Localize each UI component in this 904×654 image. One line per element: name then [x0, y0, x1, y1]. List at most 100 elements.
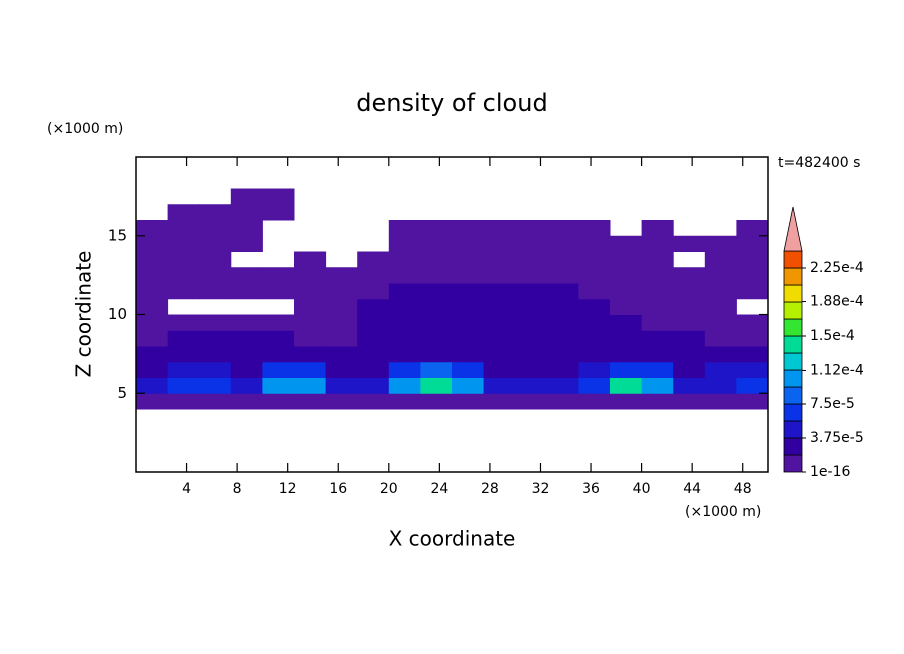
contour-cell: [673, 267, 706, 284]
contour-cell: [136, 267, 169, 284]
contour-cell: [483, 220, 516, 237]
contour-cell: [262, 314, 295, 331]
contour-cell: [610, 267, 643, 284]
colorbar-band: [783, 284, 803, 303]
x-tick-label: 32: [532, 481, 550, 497]
contour-cell: [325, 393, 358, 410]
contour-cell: [230, 361, 263, 378]
contour-cell: [294, 393, 327, 410]
contour-cell: [199, 346, 232, 363]
contour-cell: [704, 361, 737, 378]
contour-cell: [388, 346, 421, 363]
colorbar-tick-label: 2.25e-4: [810, 260, 864, 276]
colorbar-band: [783, 420, 803, 439]
contour-cell: [325, 330, 358, 347]
contour-cell: [515, 361, 548, 378]
contour-cell: [357, 393, 390, 410]
contour-cell: [262, 330, 295, 347]
contour-cell: [167, 361, 200, 378]
contour-cell: [610, 393, 643, 410]
contour-cell: [167, 267, 200, 284]
contour-cell: [641, 235, 674, 252]
contour-cell: [199, 283, 232, 300]
contour-cell: [388, 235, 421, 252]
contour-cell: [167, 235, 200, 252]
colorbar-tick-label: 1.12e-4: [810, 362, 864, 378]
contour-cell: [199, 267, 232, 284]
contour-cell: [641, 314, 674, 331]
contour-cell: [483, 283, 516, 300]
contour-cell: [420, 283, 453, 300]
x-tick-label: 36: [582, 481, 600, 497]
colorbar-band: [783, 318, 803, 337]
contour-cell: [357, 267, 390, 284]
contour-cell: [420, 267, 453, 284]
x-tick-label: 48: [734, 481, 752, 497]
contour-cell: [230, 235, 263, 252]
colorbar-band: [783, 335, 803, 354]
contour-cell: [483, 361, 516, 378]
contour-cell: [452, 235, 485, 252]
contour-cell: [578, 361, 611, 378]
colorbar-tick-label: 3.75e-5: [810, 430, 864, 446]
contour-cell: [704, 346, 737, 363]
contour-cell: [483, 393, 516, 410]
contour-cell: [736, 330, 769, 347]
contour-cell: [262, 267, 295, 284]
contour-cell: [420, 330, 453, 347]
contour-cell: [483, 330, 516, 347]
contour-cell: [388, 267, 421, 284]
colorbar-band: [783, 403, 803, 422]
contour-cell: [704, 267, 737, 284]
contour-cell: [388, 377, 421, 394]
contour-cell: [230, 188, 263, 205]
contour-cell: [483, 298, 516, 315]
contour-cell: [610, 283, 643, 300]
contour-cell: [262, 346, 295, 363]
colorbar-band: [783, 267, 803, 286]
contour-cell: [546, 330, 579, 347]
contour-cell: [357, 298, 390, 315]
contour-cell: [294, 361, 327, 378]
contour-cell: [452, 393, 485, 410]
contour-cell: [673, 330, 706, 347]
contour-cell: [167, 330, 200, 347]
contour-cell: [230, 314, 263, 331]
contour-cell: [136, 330, 169, 347]
contour-cell: [357, 377, 390, 394]
contour-cell: [230, 283, 263, 300]
contour-cell: [294, 377, 327, 394]
contour-cell: [167, 220, 200, 237]
colorbar-band: [783, 454, 803, 473]
contour-cell: [199, 251, 232, 268]
contour-cell: [641, 267, 674, 284]
contour-cell: [704, 393, 737, 410]
contour-cell: [610, 298, 643, 315]
contour-cell: [452, 283, 485, 300]
contour-cell: [736, 361, 769, 378]
contour-cell: [673, 283, 706, 300]
contour-cell: [641, 377, 674, 394]
contour-cell: [452, 361, 485, 378]
contour-cell: [136, 377, 169, 394]
contour-cell: [704, 251, 737, 268]
contour-cell: [452, 251, 485, 268]
contour-cell: [641, 298, 674, 315]
colorbar-tick-label: 1e-16: [810, 464, 850, 480]
contour-cell: [167, 204, 200, 221]
colorbar-over: [783, 206, 803, 252]
x-tick-label: 44: [683, 481, 701, 497]
colorbar-tick-label: 7.5e-5: [810, 396, 855, 412]
colorbar-band: [783, 352, 803, 371]
contour-cell: [167, 346, 200, 363]
contour-cell: [546, 251, 579, 268]
contour-cell: [230, 204, 263, 221]
contour-cell: [736, 235, 769, 252]
contour-cell: [483, 251, 516, 268]
contour-cell: [641, 361, 674, 378]
contour-cell: [673, 346, 706, 363]
contour-cell: [483, 377, 516, 394]
contour-cell: [673, 235, 706, 252]
contour-cell: [641, 283, 674, 300]
contour-cell: [388, 251, 421, 268]
